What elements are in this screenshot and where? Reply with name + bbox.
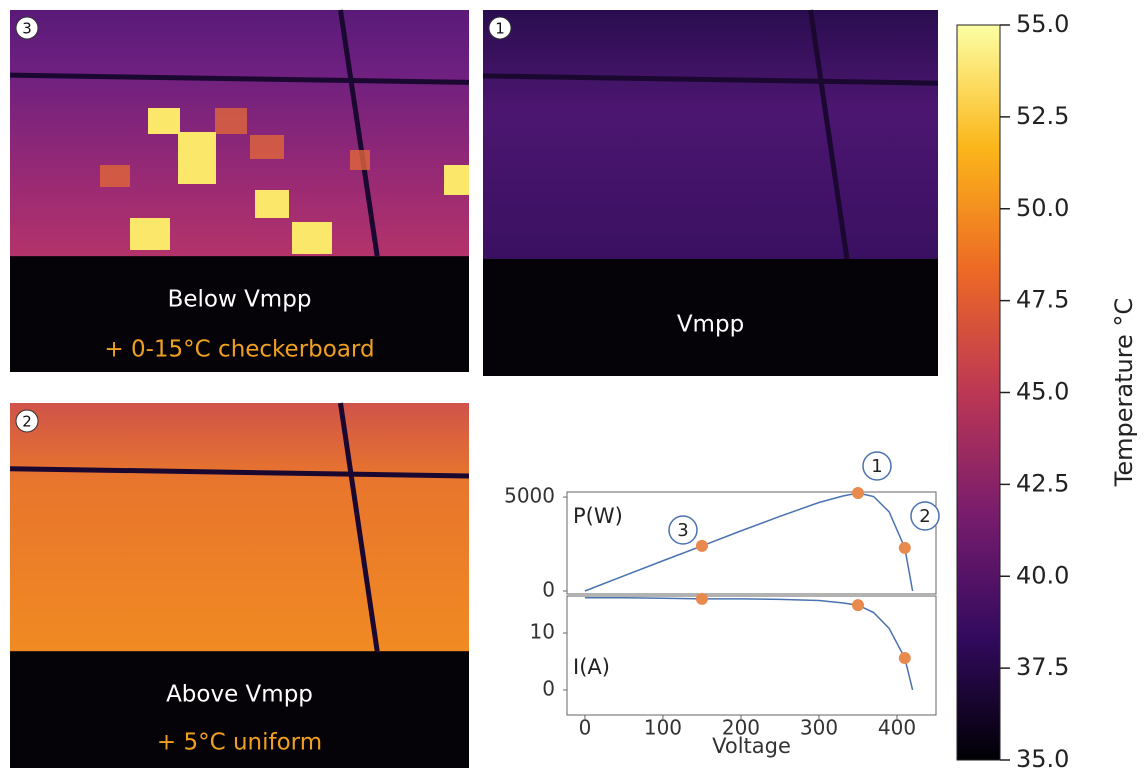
hot-cell [444, 165, 469, 195]
annotation: 3 [677, 520, 688, 541]
operating-point [899, 652, 911, 664]
colorbar-tick-label: 40.0 [1016, 561, 1069, 589]
y-tick-label: 5000 [504, 484, 555, 508]
warm-cell [100, 165, 130, 187]
annotation: 1 [871, 456, 882, 477]
operating-point [899, 542, 911, 554]
x-tick-label: 400 [878, 716, 916, 740]
y-label: P(W) [573, 504, 623, 528]
colorbar-label: Temperature °C [1110, 298, 1138, 487]
operating-point [852, 487, 864, 499]
hot-cell [148, 108, 180, 134]
x-tick-label: 100 [644, 716, 682, 740]
hot-cell [130, 218, 170, 250]
colorbar-tick-label: 47.5 [1016, 286, 1069, 314]
colorbar-tick-label: 52.5 [1016, 102, 1069, 130]
panel-note: + 0-15°C checkerboard [104, 337, 374, 363]
module-surface [10, 403, 469, 651]
panel-caption: Below Vmpp [168, 287, 312, 313]
curve [585, 493, 913, 591]
warm-cell [250, 135, 284, 159]
colorbar [957, 25, 1000, 760]
colorbar-tick-label: 55.0 [1016, 10, 1069, 38]
hot-cell [255, 190, 289, 218]
hot-cell [178, 132, 216, 184]
warm-cell [350, 150, 370, 170]
warm-cell [215, 108, 247, 134]
y-tick-label: 0 [542, 577, 555, 601]
colorbar-tick-label: 50.0 [1016, 194, 1069, 222]
page: {"panels":[ {"badge":"3","caption":"Belo… [0, 0, 1145, 775]
module-surface [483, 10, 938, 259]
x-tick-label: 300 [800, 716, 838, 740]
curve [585, 598, 913, 690]
panel-caption: Vmpp [677, 312, 744, 338]
panel-note: + 5°C uniform [157, 730, 322, 756]
operating-point [852, 599, 864, 611]
plot-frame [567, 596, 936, 715]
hot-cell [292, 222, 332, 254]
x-tick-label: 0 [579, 716, 592, 740]
colorbar-tick-label: 45.0 [1016, 378, 1069, 406]
badge-label: 1 [495, 20, 505, 38]
panel-caption: Above Vmpp [166, 682, 313, 708]
operating-point [696, 540, 708, 552]
colorbar-tick-label: 42.5 [1016, 469, 1069, 497]
y-label: I(A) [573, 655, 610, 679]
colorbar-tick-label: 37.5 [1016, 653, 1069, 681]
x-label: Voltage [712, 734, 791, 758]
figure: 3 Below Vmpp + 0-15°C checkerboard 1 Vmpp 2 Ab… [0, 0, 1145, 775]
annotation: 2 [919, 506, 930, 527]
y-tick-label: 0 [542, 676, 555, 700]
colorbar-tick-label: 35.0 [1016, 745, 1069, 773]
y-tick-label: 10 [530, 620, 555, 644]
badge-label: 2 [22, 413, 32, 431]
operating-point [696, 593, 708, 605]
badge-label: 3 [22, 20, 32, 38]
